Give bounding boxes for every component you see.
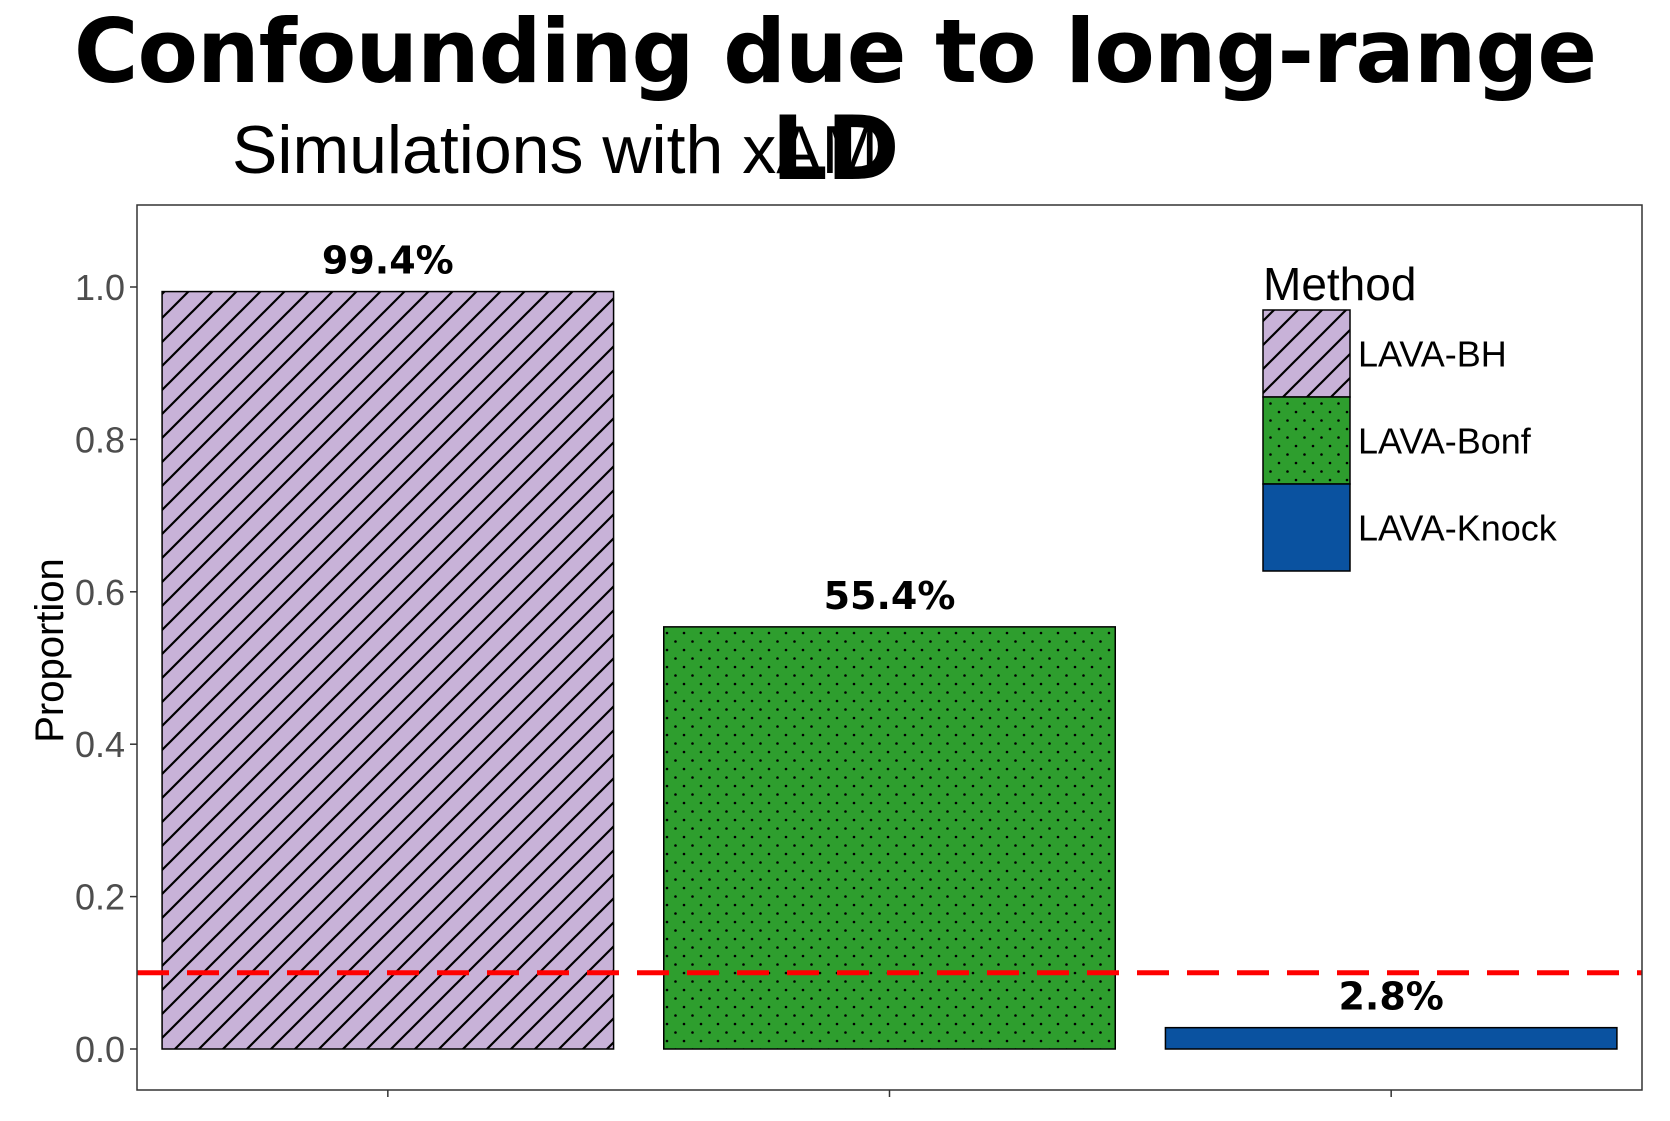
data-label-lava-bh: 99.4%: [322, 239, 454, 283]
bar-lava-bh: [161, 290, 615, 1050]
chart-subtitle: Simulations with xAM: [232, 112, 879, 188]
legend-label-lava-bonf: LAVA-Bonf: [1358, 421, 1532, 462]
legend-key-lava-bh: [1262, 309, 1351, 398]
data-label-lava-knock: 2.8%: [1338, 975, 1443, 1019]
y-tick-label: 0.2: [75, 877, 125, 918]
y-tick-label: 0.4: [75, 724, 125, 765]
y-tick-label: 0.8: [75, 419, 125, 460]
legend-label-lava-bh: LAVA-BH: [1358, 334, 1507, 375]
data-label-lava-bonf: 55.4%: [824, 574, 956, 618]
y-tick-label: 0.6: [75, 572, 125, 613]
bar-lava-bonf: [663, 626, 1116, 1050]
legend-title: Method: [1263, 258, 1416, 310]
legend-key-lava-bonf: [1262, 396, 1351, 485]
y-tick-label: 0.0: [75, 1029, 125, 1070]
slide-title: Confounding due to long-range LD: [73, 0, 1597, 200]
legend-key-lava-knock: [1262, 483, 1351, 572]
legend-label-lava-knock: LAVA-Knock: [1358, 508, 1558, 549]
bar-lava-knock: [1164, 1026, 1618, 1050]
y-axis-title: Proportion: [28, 558, 72, 743]
y-tick-label: 1.0: [75, 267, 125, 308]
